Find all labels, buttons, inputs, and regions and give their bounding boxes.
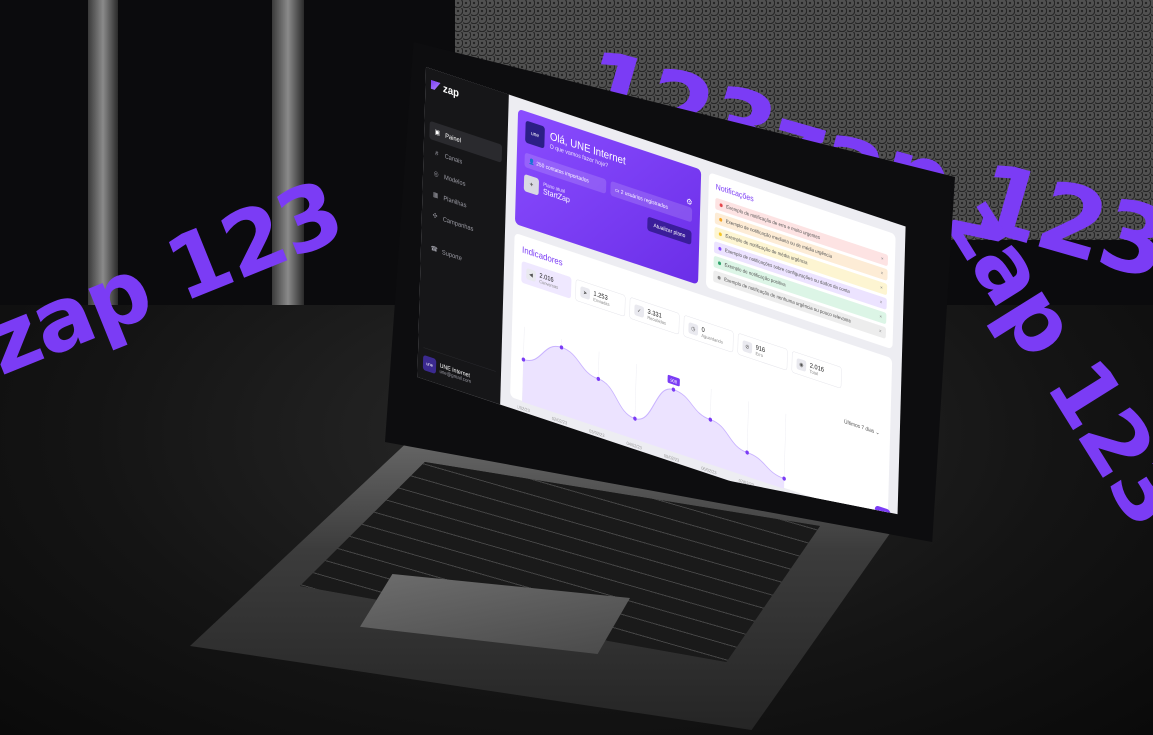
status-dot-icon	[718, 232, 722, 237]
data-point[interactable]	[782, 476, 786, 481]
close-icon[interactable]: ×	[879, 313, 883, 321]
clock-icon: ◷	[688, 321, 699, 336]
check-icon: ✓	[634, 303, 645, 318]
pillar-middle	[272, 0, 304, 330]
sheet-icon: ▦	[432, 189, 439, 200]
sidebar-nav: ▣ Painel # Canais ◎ Modelos ▦ Planilhas ✣ Campanh…	[426, 120, 503, 283]
sidebar-item-label: Suporte	[441, 247, 462, 262]
hash-icon: #	[435, 148, 439, 158]
series-line	[523, 345, 785, 480]
zap-logo-icon	[431, 80, 441, 92]
status-dot-icon	[719, 217, 723, 223]
close-icon[interactable]: ×	[880, 284, 883, 292]
close-icon[interactable]: ×	[878, 328, 882, 335]
close-icon[interactable]: ×	[880, 255, 884, 263]
avatar: une	[422, 354, 437, 375]
tooltip-box	[667, 374, 680, 387]
sidebar-item-label: Planilhas	[443, 193, 467, 209]
close-icon[interactable]: ×	[880, 270, 884, 277]
error-icon: ⊘	[742, 339, 753, 354]
megaphone-icon: ◀	[526, 267, 537, 282]
template-icon: ◎	[433, 169, 439, 179]
campaign-icon: ✣	[432, 211, 438, 221]
indicators-card: Indicadores ◀ 2.016 Conversas ➤ 1.253 Enviada…	[510, 232, 893, 517]
panel-icon: ▣	[434, 127, 441, 137]
company-logo: une	[525, 120, 545, 149]
close-icon[interactable]: ×	[879, 299, 883, 306]
sidebar-item-label: Campanhas	[442, 214, 474, 233]
total-icon: ◉	[796, 357, 807, 372]
period-select[interactable]: Últimos 7 dias ⌄	[844, 418, 880, 437]
brand-name: zap	[442, 81, 460, 100]
pillar-left	[88, 0, 118, 330]
users-stat-label: 2 usuários registrados	[620, 188, 669, 211]
send-icon: ➤	[580, 285, 591, 300]
x-tick-label: 01/02/23	[517, 403, 530, 413]
indicators-chart: 01/02/23 02/02/23 03/02/23 04/02/23 05/02/23…	[517, 326, 791, 501]
upgrade-plan-button[interactable]: Atualizar plano	[647, 216, 692, 246]
chevron-down-icon: ⌄	[875, 428, 880, 437]
sidebar: zap ▣ Painel # Canais ◎ Modelos ▦ Planilhas ✣ Cam…	[417, 67, 509, 405]
support-icon: ☎	[430, 243, 438, 254]
brand[interactable]: zap	[431, 78, 504, 115]
data-point[interactable]	[708, 417, 713, 422]
sidebar-item-label: Modelos	[443, 172, 466, 188]
status-dot-icon	[717, 275, 721, 281]
x-tick-label: 02/02/23	[552, 416, 568, 426]
x-tick-label: 07/02/23	[739, 478, 755, 488]
gear-icon[interactable]: ⚙	[686, 196, 693, 208]
data-point[interactable]	[671, 387, 676, 392]
data-point[interactable]	[521, 357, 526, 362]
status-dot-icon	[719, 203, 723, 208]
x-tick-label: 06/02/23	[701, 465, 717, 475]
data-point[interactable]	[745, 450, 749, 455]
main-content: une Olá, UNE Internet O que vamos fazer …	[500, 95, 905, 517]
area-fill	[522, 346, 785, 489]
sidebar-item-label: Canais	[444, 151, 463, 166]
data-point[interactable]	[633, 416, 637, 421]
x-tick-label: 05/02/23	[664, 453, 680, 463]
grid-line	[783, 413, 787, 489]
x-tick-label: 03/02/23	[589, 428, 605, 438]
data-point[interactable]	[596, 376, 601, 382]
period-label: Últimos 7 dias	[844, 418, 875, 435]
status-dot-icon	[717, 261, 722, 266]
status-dot-icon	[718, 246, 722, 252]
laptop-screen: zap ▣ Painel # Canais ◎ Modelos ▦ Planilhas ✣ Cam…	[407, 62, 927, 517]
x-tick-label: 04/02/23	[626, 440, 642, 450]
sidebar-item-label: Painel	[445, 131, 462, 144]
tooltip-value: 908	[670, 377, 677, 385]
dashboard-app: zap ▣ Painel # Canais ◎ Modelos ▦ Planilhas ✣ Cam…	[417, 67, 906, 517]
plan-icon: ✦	[523, 173, 540, 196]
data-point[interactable]	[559, 345, 564, 350]
